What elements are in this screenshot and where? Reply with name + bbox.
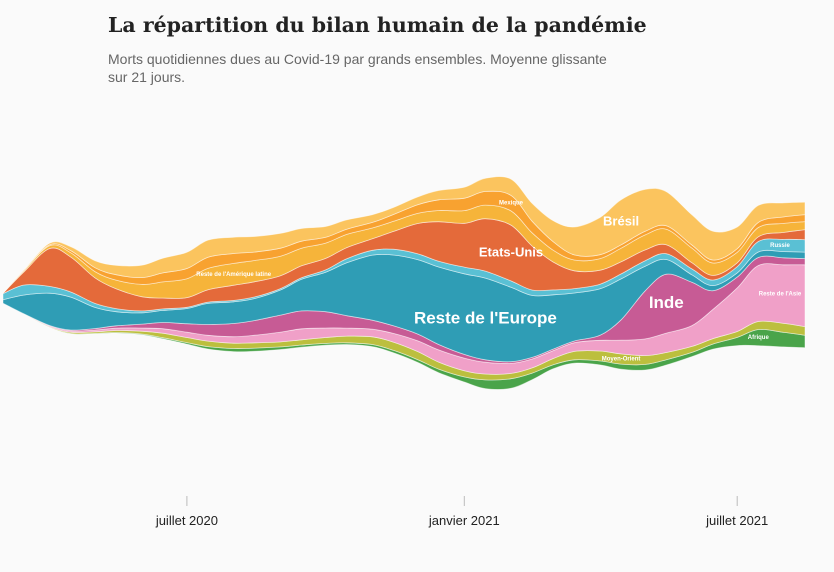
series-label-etats-unis: Etats-Unis	[479, 244, 543, 259]
series-label-russie: Russie	[770, 243, 790, 249]
stream-layer-bresil	[2, 176, 806, 294]
x-tick-label: juillet 2021	[705, 513, 768, 528]
chart-title: La répartition du bilan humain de la pan…	[108, 13, 647, 37]
x-tick-label: janvier 2021	[428, 513, 500, 528]
series-label-moyen-orient: Moyen-Orient	[602, 357, 641, 363]
x-axis: juillet 2020 janvier 2021 juillet 2021	[155, 496, 768, 528]
series-label-afrique: Afrique	[748, 335, 770, 341]
stream-labels: Brésil Mexique Reste de l'Amérique latine E…	[196, 201, 802, 363]
series-label-reste-de-l-asie: Reste de l'Asie	[759, 292, 802, 298]
stream-layers	[2, 176, 806, 390]
series-label-mexique: Mexique	[499, 201, 524, 207]
x-tick-label: juillet 2020	[155, 513, 218, 528]
series-label-inde: Inde	[649, 293, 684, 312]
series-label-reste-de-l-europe: Reste de l'Europe	[414, 308, 557, 327]
chart-subtitle: Morts quotidiennes dues au Covid-19 par …	[108, 51, 607, 85]
series-label-reste-de-l-amerique-latine: Reste de l'Amérique latine	[196, 272, 271, 278]
series-label-bresil: Brésil	[603, 214, 639, 229]
